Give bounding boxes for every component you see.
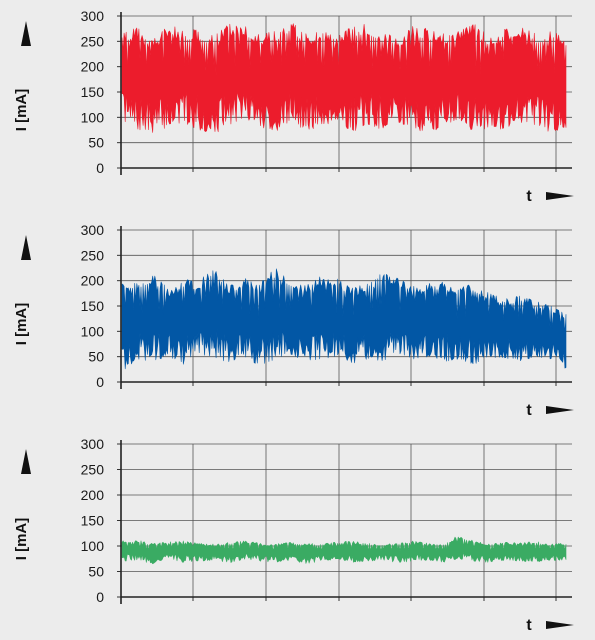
y-tick-label: 150 [81, 298, 105, 314]
y-axis-arrow-icon [21, 235, 31, 260]
y-tick-label: 200 [81, 487, 105, 503]
x-axis-label: t [526, 188, 532, 205]
y-tick-label: 300 [81, 436, 105, 452]
chart-panel-blue: 0 50 100 150 200 250 300 I [mA] t [13, 222, 574, 419]
y-tick-label: 50 [88, 135, 104, 151]
y-tick-label: 0 [96, 589, 104, 605]
x-axis-arrow-icon [546, 621, 574, 629]
y-axis-label: I [mA] [13, 518, 30, 561]
y-tick-label: 300 [81, 8, 105, 24]
y-tick-label: 150 [81, 513, 105, 529]
x-axis-label: t [526, 617, 532, 634]
y-tick-label: 250 [81, 33, 105, 49]
y-tick-label: 100 [81, 538, 105, 554]
y-tick-label: 100 [81, 323, 105, 339]
x-axis-label: t [526, 402, 532, 419]
y-tick-label: 0 [96, 374, 104, 390]
y-tick-label: 0 [96, 160, 104, 176]
y-axis-arrow-icon [21, 21, 31, 46]
y-tick-label: 250 [81, 247, 105, 263]
y-tick-label: 150 [81, 84, 105, 100]
y-axis-label: I [mA] [13, 89, 30, 132]
x-axis-arrow-icon [546, 406, 574, 414]
y-axis-arrow-icon [21, 449, 31, 474]
y-tick-label: 50 [88, 349, 104, 365]
chart-panel-red: 0 50 100 150 200 250 300 I [mA] t [13, 8, 574, 205]
y-tick-label: 100 [81, 109, 105, 125]
x-axis-arrow-icon [546, 192, 574, 200]
y-tick-label: 300 [81, 222, 105, 238]
y-tick-label: 50 [88, 564, 104, 580]
y-axis-label: I [mA] [13, 303, 30, 346]
y-tick-label: 200 [81, 273, 105, 289]
y-tick-label: 200 [81, 59, 105, 75]
current-area-series [121, 536, 567, 565]
current-area-series [121, 268, 567, 370]
y-tick-label: 250 [81, 462, 105, 478]
current-area-series [121, 23, 567, 133]
chart-panel-green: 0 50 100 150 200 250 300 I [mA] t [13, 436, 574, 634]
